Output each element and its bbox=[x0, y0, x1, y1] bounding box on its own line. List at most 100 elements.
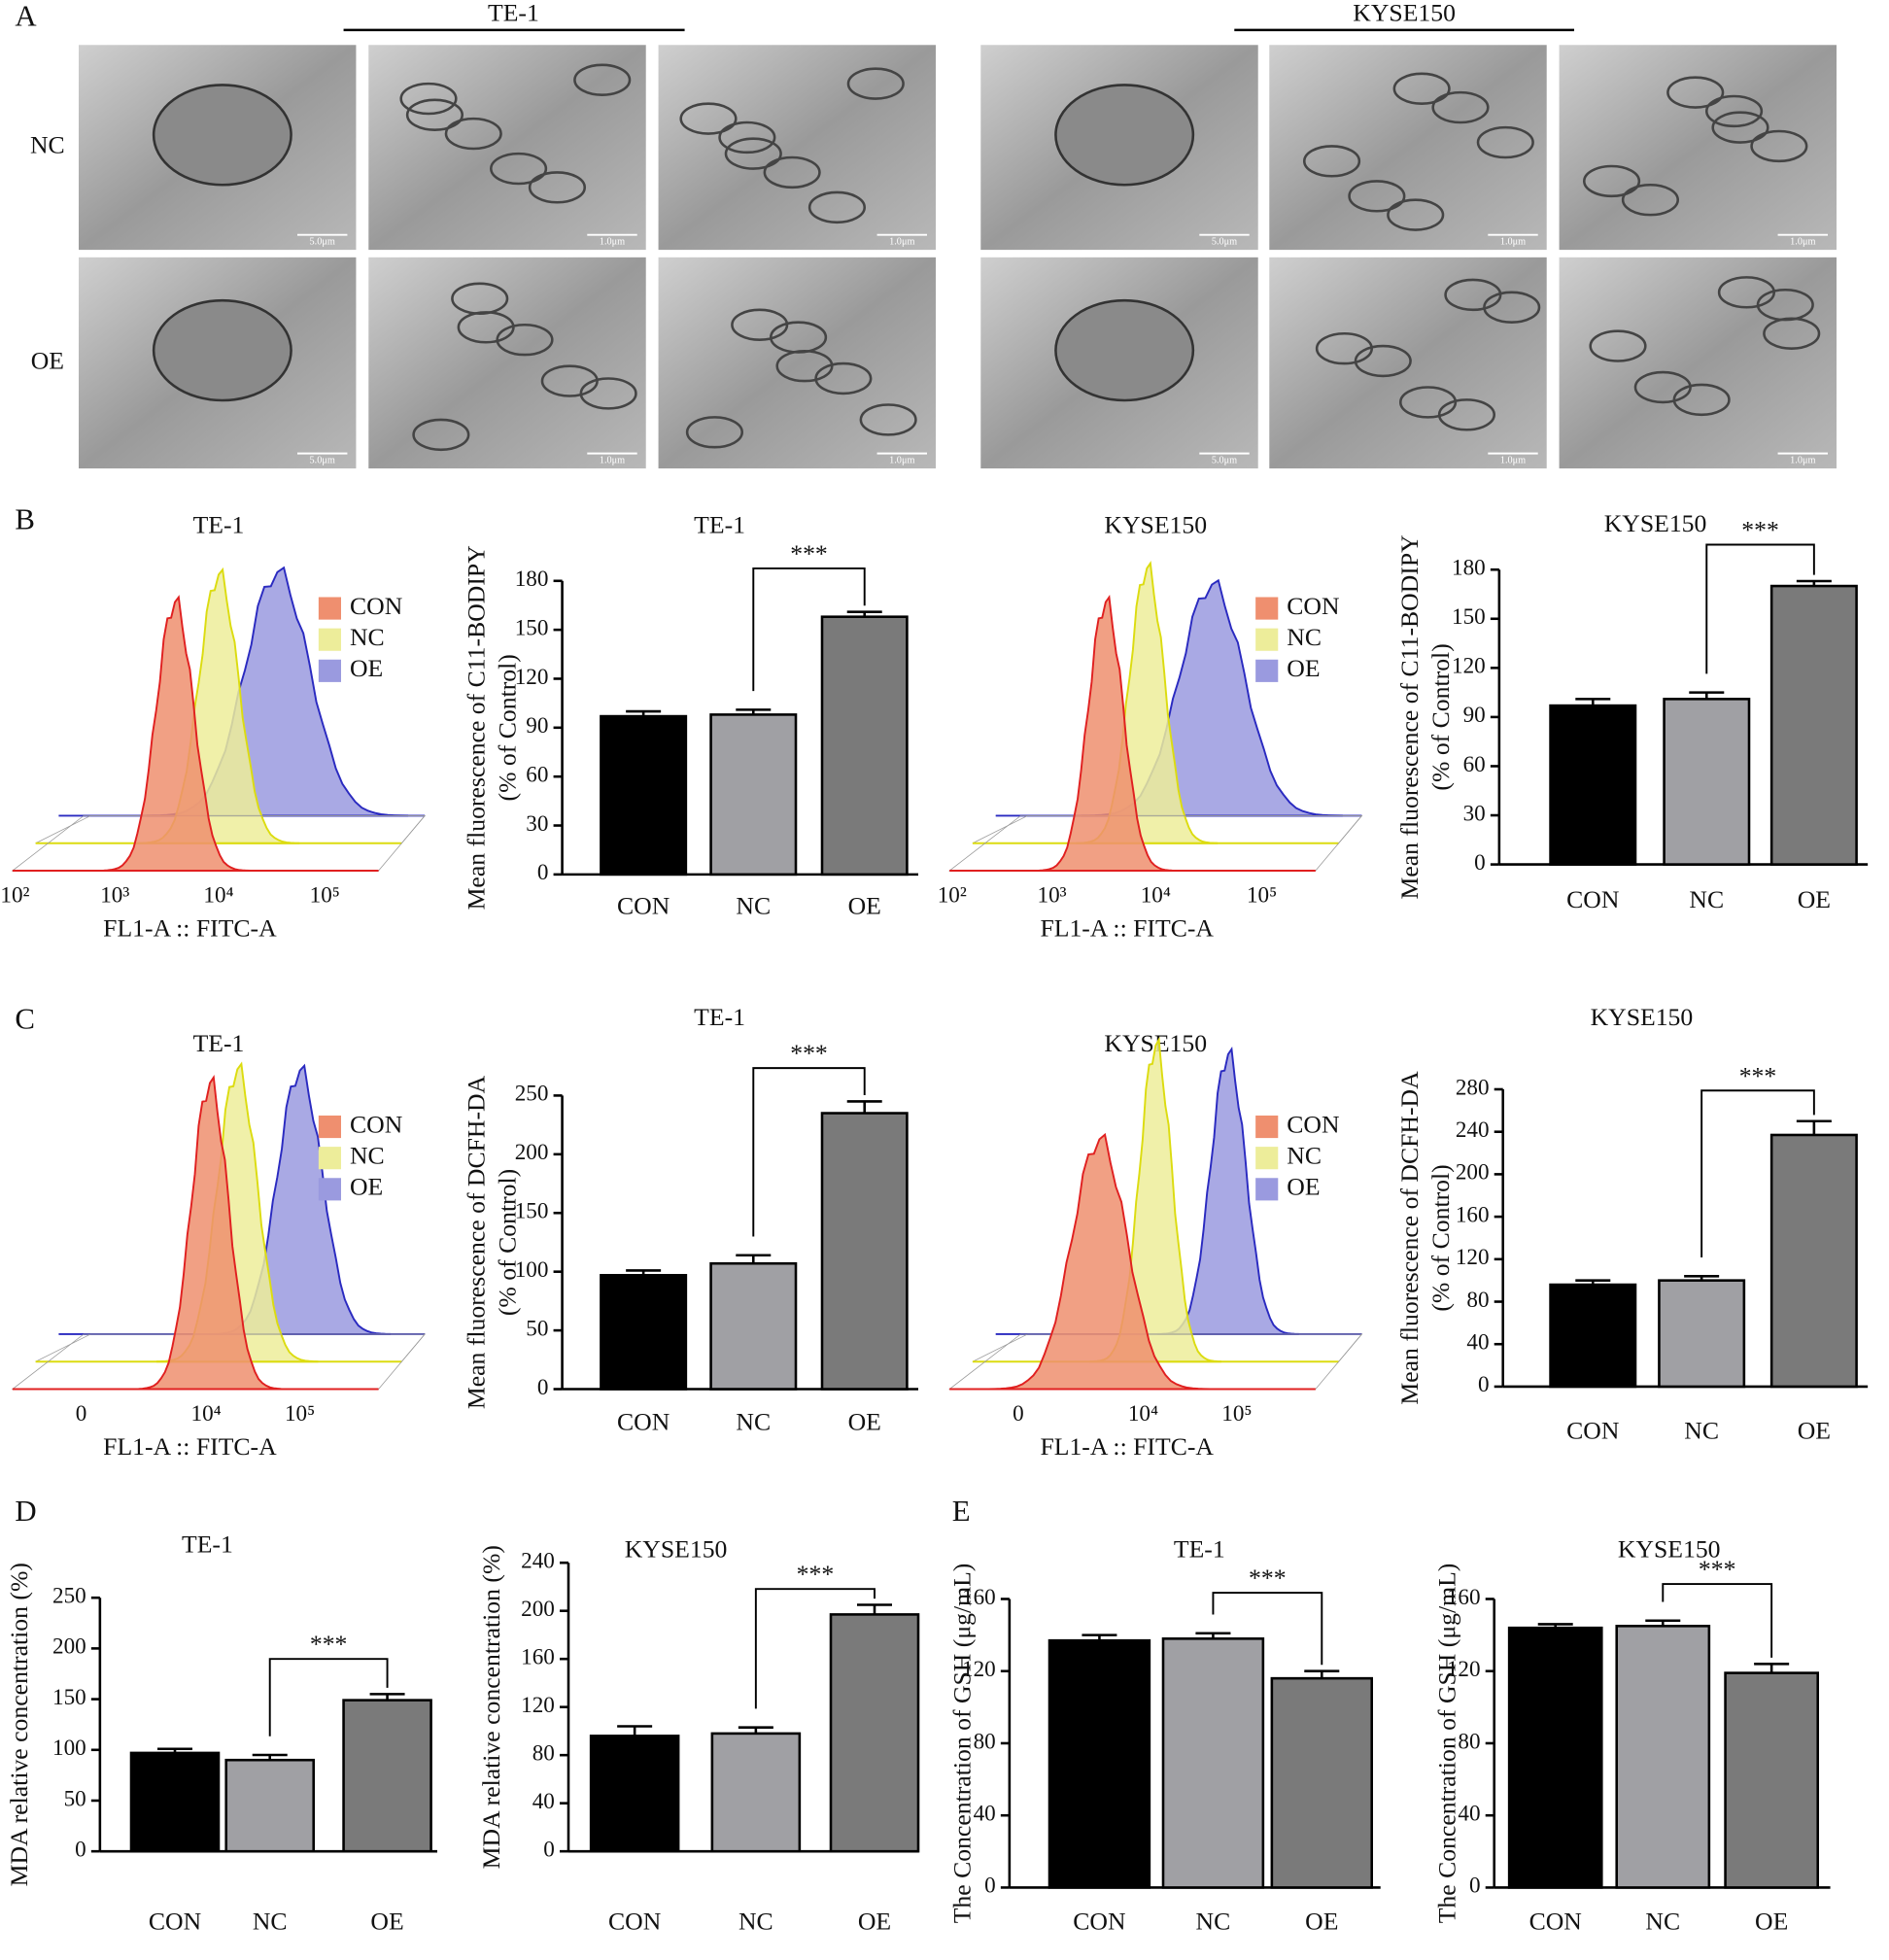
y-tick-label: 200 bbox=[1456, 1160, 1490, 1186]
legend-swatch bbox=[318, 628, 341, 651]
organelle bbox=[490, 152, 548, 186]
y-tick-label: 120 bbox=[1447, 1657, 1481, 1682]
scale-label: 1.0μm bbox=[1500, 237, 1526, 248]
error-bar bbox=[1684, 1275, 1720, 1281]
chart-title: KYSE150 bbox=[1591, 1003, 1694, 1031]
y-tick-label: 160 bbox=[1456, 1202, 1490, 1227]
tem-image bbox=[1269, 257, 1547, 469]
organelle bbox=[1354, 344, 1412, 378]
organelle bbox=[1583, 164, 1641, 198]
y-tick-label: 0 bbox=[537, 1375, 549, 1400]
legend-swatch bbox=[318, 1147, 341, 1170]
organelle bbox=[679, 102, 738, 135]
y-tick-label: 160 bbox=[1447, 1585, 1481, 1610]
scale-label: 5.0μm bbox=[1212, 456, 1237, 466]
x-tick-label: OE bbox=[848, 891, 881, 919]
flow-curve bbox=[1034, 594, 1177, 872]
y-tick-label: 160 bbox=[962, 1585, 996, 1610]
row-label: NC bbox=[30, 131, 65, 159]
nucleus bbox=[152, 84, 292, 187]
scale-label: 5.0μm bbox=[310, 237, 335, 248]
scale-label: 1.0μm bbox=[889, 456, 914, 466]
y-tick-label: 40 bbox=[1458, 1802, 1480, 1827]
y-tick-label: 0 bbox=[984, 1874, 996, 1899]
x-tick-label: 10³ bbox=[1038, 882, 1067, 908]
x-tick-label: 10⁵ bbox=[285, 1401, 315, 1427]
flow-curve bbox=[988, 1132, 1211, 1391]
bar bbox=[1507, 1626, 1603, 1889]
bar bbox=[820, 1112, 909, 1391]
error-bar bbox=[736, 1254, 772, 1264]
organelle bbox=[1621, 183, 1680, 217]
x-axis-label: FL1-A :: FITC-A bbox=[103, 914, 277, 943]
nucleus bbox=[1054, 84, 1195, 187]
x-tick-label: 10⁵ bbox=[1247, 882, 1277, 908]
x-tick-label: NC bbox=[1645, 1908, 1680, 1936]
organelle bbox=[496, 323, 554, 357]
y-tick-label: 30 bbox=[1463, 801, 1486, 826]
organelle bbox=[763, 155, 821, 189]
legend-swatch bbox=[1255, 1178, 1279, 1201]
y-axis-label: The Concentration of GSH (μg/mL) bbox=[947, 1564, 976, 1924]
bar bbox=[829, 1613, 920, 1853]
y-tick-label: 90 bbox=[526, 713, 548, 739]
panel-label: B bbox=[15, 502, 35, 535]
panel-label: A bbox=[15, 0, 37, 32]
y-tick-label: 100 bbox=[52, 1736, 86, 1761]
organelle bbox=[412, 418, 470, 452]
bar bbox=[589, 1735, 680, 1853]
scale-label: 1.0μm bbox=[600, 237, 625, 248]
organelle bbox=[399, 82, 458, 116]
x-tick-label: OE bbox=[1305, 1908, 1338, 1936]
x-tick-label: NC bbox=[736, 1407, 771, 1435]
y-axis-label: (% of Control) bbox=[1426, 1164, 1455, 1311]
scale-label: 5.0μm bbox=[310, 456, 335, 466]
y-tick-label: 0 bbox=[75, 1837, 86, 1862]
y-tick-label: 0 bbox=[1474, 850, 1486, 876]
tem-image bbox=[1269, 45, 1547, 251]
chart-title: TE-1 bbox=[694, 510, 745, 538]
y-tick-label: 80 bbox=[974, 1729, 996, 1754]
y-tick-label: 40 bbox=[1466, 1330, 1489, 1356]
x-axis-label: FL1-A :: FITC-A bbox=[1040, 1432, 1214, 1461]
x-tick-label: 10⁴ bbox=[1141, 882, 1171, 908]
error-bar bbox=[736, 708, 772, 715]
legend-swatch bbox=[1255, 659, 1279, 682]
y-axis-label: Mean fluorescence of DCFH-DA bbox=[462, 1075, 490, 1409]
organelle bbox=[1672, 383, 1731, 417]
error-bar bbox=[369, 1693, 405, 1701]
chart-title: TE-1 bbox=[182, 1530, 233, 1558]
significance-label: *** bbox=[1741, 516, 1779, 544]
y-axis-label: The Concentration of GSH (μg/mL) bbox=[1432, 1564, 1460, 1924]
y-tick-label: 120 bbox=[1456, 1245, 1490, 1270]
scale-label: 1.0μm bbox=[889, 237, 914, 248]
legend-swatch bbox=[1255, 1115, 1279, 1139]
bar bbox=[600, 1274, 688, 1391]
bar bbox=[1663, 698, 1751, 866]
error-bar bbox=[857, 1603, 893, 1615]
legend-swatch bbox=[1255, 597, 1279, 620]
error-bar bbox=[1754, 1663, 1790, 1673]
bar bbox=[1549, 1283, 1637, 1389]
significance-bracket bbox=[1700, 1089, 1815, 1258]
y-tick-label: 240 bbox=[1456, 1118, 1490, 1143]
organelle bbox=[1711, 111, 1769, 144]
legend-label: CON bbox=[1287, 592, 1339, 620]
organelle bbox=[1705, 94, 1764, 128]
y-axis-label: MDA relative concentration (%) bbox=[5, 1563, 33, 1886]
y-axis-label: (% of Control) bbox=[493, 654, 521, 801]
x-tick-label: NC bbox=[736, 891, 771, 919]
panel-label: C bbox=[15, 1003, 35, 1036]
organelle bbox=[1431, 90, 1490, 124]
y-axis-label: (% of Control) bbox=[1426, 643, 1455, 790]
legend-swatch bbox=[318, 597, 341, 620]
significance-label: *** bbox=[1699, 1555, 1736, 1583]
y-tick-label: 240 bbox=[521, 1549, 555, 1574]
y-tick-label: 200 bbox=[515, 1140, 549, 1165]
x-tick-label: OE bbox=[848, 1407, 881, 1435]
x-tick-label: CON bbox=[1566, 1416, 1619, 1444]
row-label: OE bbox=[31, 346, 64, 374]
significance-bracket bbox=[752, 1067, 866, 1237]
